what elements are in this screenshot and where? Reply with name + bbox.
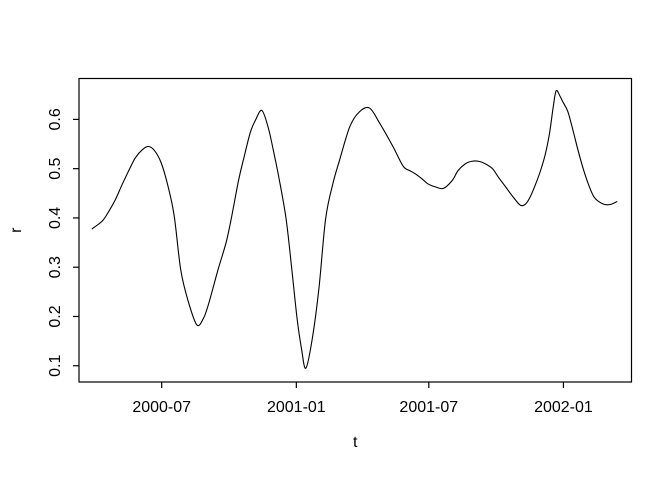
x-tick-label: 2000-07 [132,399,191,416]
y-axis: 0.1 0.2 0.3 0.4 0.5 0.6 [47,108,79,377]
y-tick-label: 0.1 [47,355,64,377]
series-line-r [91,89,618,369]
y-axis-title: r [8,227,25,233]
y-tick-label: 0.4 [47,207,64,229]
x-tick-label: 2001-07 [399,399,458,416]
x-axis-title: t [353,434,358,451]
y-tick-label: 0.5 [47,157,64,179]
x-tick-label: 2002-01 [534,399,593,416]
y-tick-label: 0.3 [47,256,64,278]
x-tick-label: 2001-01 [267,399,326,416]
y-tick-label: 0.6 [47,108,64,130]
x-axis: 2000-07 2001-01 2001-07 2002-01 [132,382,593,416]
plot-box [78,77,633,383]
y-tick-label: 0.2 [47,305,64,327]
